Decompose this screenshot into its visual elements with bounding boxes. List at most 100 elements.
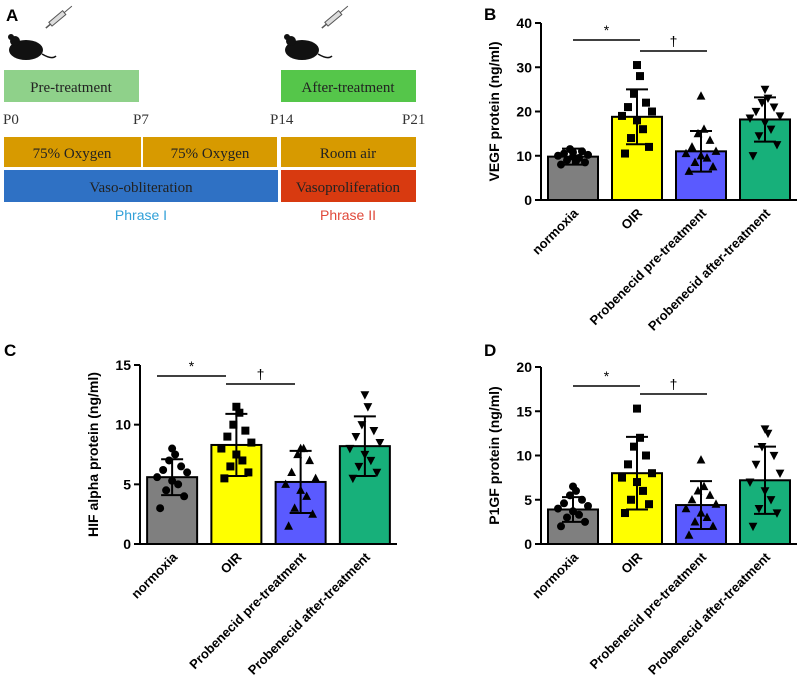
data-point: [560, 499, 568, 508]
data-point: [754, 505, 764, 514]
data-point: [375, 438, 385, 448]
x-tick-label: normoxia: [529, 549, 582, 602]
data-point: [372, 468, 382, 478]
data-point: [696, 455, 706, 464]
data-point: [621, 509, 629, 518]
data-point: [684, 530, 694, 539]
data-point: [177, 462, 186, 471]
data-point: [302, 491, 312, 500]
data-point: [284, 521, 294, 530]
data-point: [745, 114, 755, 123]
data-point: [745, 478, 755, 487]
data-point: [642, 98, 650, 107]
data-point: [171, 450, 180, 459]
data-point: [772, 141, 782, 150]
data-point: [563, 513, 571, 522]
data-point: [153, 473, 162, 482]
data-point: [751, 107, 761, 117]
x-tick-label: Probenecid pre-treatment: [587, 205, 710, 328]
data-point: [681, 503, 691, 513]
data-point: [557, 160, 565, 169]
data-point: [232, 402, 241, 411]
day-label-p21: P21: [402, 112, 425, 128]
mouse-icon: [8, 34, 57, 60]
data-point: [180, 492, 189, 501]
data-point: [305, 455, 315, 465]
data-point: [229, 420, 238, 429]
data-point: [711, 146, 721, 155]
data-point: [366, 456, 376, 466]
data-point: [575, 510, 583, 519]
x-tick-label: Probenecid after-treatment: [645, 549, 774, 678]
significance-label: *: [604, 22, 610, 38]
data-point: [624, 103, 632, 112]
data-point: [217, 444, 226, 453]
after-treatment-label: After-treatment: [302, 80, 396, 96]
data-point: [696, 91, 706, 100]
data-point: [308, 509, 318, 518]
day-label-p0: P0: [3, 112, 19, 128]
panel-label-b: B: [484, 5, 496, 24]
panel-c: C 0 5 10 15 HIF alpha protein (ng/ml) normoxi…: [4, 341, 397, 678]
pre-treatment-box: [4, 70, 139, 102]
significance-label: †: [670, 33, 678, 49]
y-tick-label: 20: [516, 104, 532, 120]
data-point: [159, 466, 168, 475]
data-point: [769, 451, 779, 461]
data-point: [287, 467, 297, 476]
data-point: [369, 427, 379, 436]
data-point: [754, 132, 764, 141]
oxygen-box-1: [4, 137, 141, 167]
data-point: [621, 149, 629, 158]
room-air-label: Room air: [320, 146, 376, 162]
data-point: [220, 474, 229, 483]
day-label-p7: P7: [133, 112, 149, 128]
y-tick-label: 0: [524, 192, 532, 208]
pre-treatment-label: Pre-treatment: [30, 80, 112, 96]
data-point: [557, 522, 565, 531]
y-tick-label: 10: [516, 148, 532, 164]
y-tick-label: 10: [115, 417, 131, 433]
data-point: [702, 153, 712, 162]
bar: [547, 155, 599, 201]
data-point: [769, 103, 779, 112]
data-point: [241, 426, 250, 435]
phase-2-label: Phrase II: [320, 207, 376, 223]
y-tick-label: 0: [524, 536, 532, 552]
data-point: [636, 72, 644, 81]
data-point: [174, 480, 183, 489]
data-point: [244, 468, 253, 477]
significance-label: *: [604, 368, 610, 384]
data-point: [235, 408, 244, 417]
data-point: [290, 503, 300, 512]
data-point: [247, 438, 256, 447]
data-point: [584, 501, 592, 510]
y-tick-label: 30: [516, 59, 532, 75]
data-point: [705, 490, 715, 499]
data-point: [554, 151, 562, 160]
data-point: [354, 462, 364, 472]
data-point: [162, 486, 171, 495]
data-point: [775, 469, 785, 478]
data-point: [560, 149, 568, 158]
x-tick-label: OIR: [218, 549, 245, 576]
data-point: [281, 479, 291, 488]
x-tick-label: OIR: [618, 549, 645, 576]
data-point: [751, 460, 761, 470]
panel-b: B 0 10 20 30 40 VEGF protein (ng/ml) normoxia O…: [484, 5, 797, 334]
y-tick-label: 40: [516, 15, 532, 31]
data-point: [581, 517, 589, 526]
data-point: [554, 504, 562, 513]
vasoproliferation-box: [281, 170, 416, 202]
mouse-icon: [284, 34, 333, 60]
data-point: [563, 156, 571, 165]
panel-label-d: D: [484, 341, 496, 360]
data-point: [760, 85, 770, 95]
y-tick-label: 5: [524, 492, 532, 508]
data-point: [708, 521, 718, 530]
y-axis-label: VEGF protein (ng/ml): [486, 42, 502, 182]
room-air-box: [281, 137, 416, 167]
x-tick-label: Probenecid after-treatment: [645, 205, 774, 334]
data-point: [711, 499, 721, 508]
